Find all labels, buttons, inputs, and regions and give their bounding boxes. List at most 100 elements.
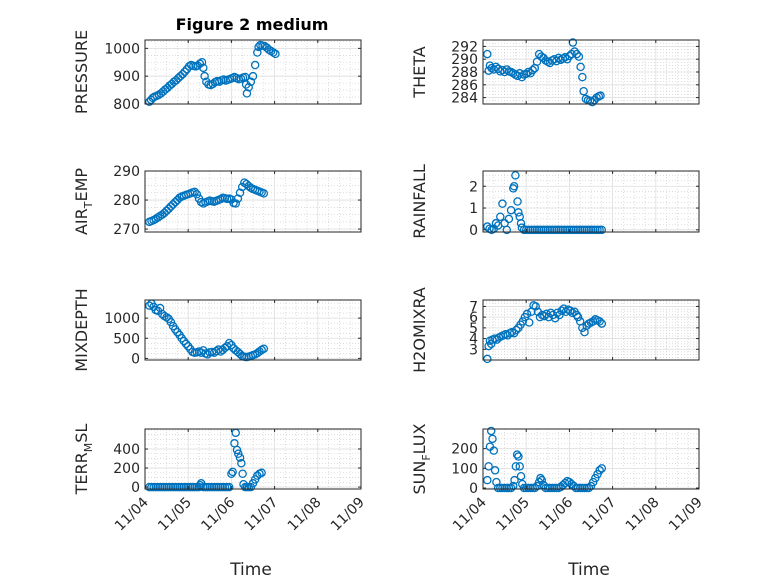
data-point bbox=[483, 475, 492, 485]
data-point bbox=[528, 65, 537, 75]
data-point bbox=[231, 199, 240, 208]
data-point bbox=[504, 214, 514, 224]
subplot-pressure: 800 900 1000 PRESSURE bbox=[72, 30, 362, 114]
y-axis-label: H2OMIXRA bbox=[410, 287, 429, 373]
data-point bbox=[566, 306, 575, 315]
data-point bbox=[524, 318, 534, 327]
y-tick-label: 280 bbox=[113, 193, 140, 209]
data-point bbox=[259, 344, 269, 353]
data-point bbox=[573, 312, 583, 322]
data-point bbox=[578, 323, 587, 333]
axes-box bbox=[144, 299, 362, 361]
y-tick-label: 0 bbox=[469, 481, 478, 497]
data-point bbox=[253, 471, 262, 480]
x-tick-label: 11/06 bbox=[536, 494, 576, 534]
data-point bbox=[266, 46, 276, 56]
data-point bbox=[506, 483, 516, 493]
y-axis-label: SUNFLUX bbox=[410, 423, 433, 494]
data-point bbox=[537, 475, 547, 485]
data-point bbox=[241, 80, 251, 89]
data-point bbox=[584, 483, 594, 493]
data-point bbox=[483, 49, 492, 59]
data-point bbox=[576, 62, 585, 72]
y-axis-label: AIRTEMP bbox=[72, 168, 95, 235]
data-point bbox=[489, 446, 499, 455]
data-point bbox=[511, 462, 521, 471]
y-axis-label: TERRMSL bbox=[72, 424, 95, 496]
data-point bbox=[532, 57, 542, 67]
x-tick-label: 11/09 bbox=[666, 495, 706, 535]
data-point bbox=[509, 181, 519, 191]
data-point bbox=[162, 313, 171, 322]
data-point bbox=[244, 83, 253, 92]
axes-box bbox=[144, 170, 362, 233]
data-point bbox=[196, 197, 206, 207]
y-axis-label: PRESSURE bbox=[72, 30, 91, 114]
data-point bbox=[145, 301, 154, 310]
data-point bbox=[502, 225, 512, 235]
data-point bbox=[597, 464, 607, 473]
data-point bbox=[540, 311, 549, 321]
data-point bbox=[521, 69, 531, 79]
data-point bbox=[250, 60, 260, 70]
data-point bbox=[164, 204, 174, 214]
data-point bbox=[246, 77, 256, 86]
x-tick-label: 11/06 bbox=[198, 494, 238, 534]
data-point bbox=[235, 453, 245, 462]
data-point bbox=[224, 482, 234, 492]
y-axis-label: MIXDEPTH bbox=[72, 288, 91, 371]
data-point bbox=[238, 469, 247, 479]
subplot-sun: 0 100 200 SUNFLUX 11/04 11/05 11/06 11/07 11/08 1… bbox=[410, 423, 706, 580]
data-point bbox=[588, 97, 597, 107]
data-point bbox=[257, 468, 266, 478]
y-axis-label: THETA bbox=[410, 46, 429, 98]
data-point bbox=[486, 426, 496, 436]
data-point bbox=[496, 212, 505, 221]
y-tick-label: 284 bbox=[451, 91, 478, 107]
data-point bbox=[200, 71, 209, 81]
y-tick-label: 200 bbox=[451, 442, 478, 458]
data-point bbox=[535, 312, 545, 322]
y-tick-label: 290 bbox=[113, 164, 140, 180]
data-point bbox=[248, 71, 258, 81]
data-point bbox=[578, 72, 587, 82]
subplot-rainfall: 0 1 2 RAINFALL bbox=[410, 164, 700, 239]
data-point bbox=[178, 69, 187, 79]
x-tick-label: 11/04 bbox=[450, 494, 490, 534]
data-point bbox=[536, 473, 545, 483]
data-point bbox=[232, 445, 242, 455]
data-point bbox=[512, 325, 521, 335]
x-tick-label: 11/05 bbox=[493, 495, 533, 535]
data-point bbox=[596, 91, 605, 100]
data-point bbox=[514, 208, 523, 217]
data-point bbox=[515, 462, 524, 471]
x-tick-label: 11/07 bbox=[242, 495, 282, 535]
data-point bbox=[264, 45, 274, 54]
y-tick-label: 500 bbox=[113, 331, 140, 347]
y-tick-label: 0 bbox=[469, 223, 478, 239]
data-point bbox=[255, 347, 264, 356]
data-point bbox=[588, 317, 598, 326]
data-point bbox=[180, 67, 189, 76]
axes-box bbox=[144, 39, 362, 105]
y-tick-label: 100 bbox=[451, 461, 478, 477]
data-point bbox=[546, 308, 556, 318]
x-tick-label: 11/04 bbox=[112, 494, 152, 534]
data-point bbox=[259, 189, 269, 198]
axes-box bbox=[482, 299, 700, 361]
data-point bbox=[553, 308, 562, 318]
data-point bbox=[235, 349, 245, 359]
y-tick-label: 288 bbox=[451, 65, 478, 81]
axes-box bbox=[144, 428, 362, 490]
data-point bbox=[166, 202, 176, 211]
data-point bbox=[491, 62, 501, 72]
data-point bbox=[235, 188, 245, 198]
data-point bbox=[554, 53, 563, 63]
y-tick-label: 2 bbox=[469, 179, 478, 195]
data-point bbox=[176, 71, 185, 81]
data-point bbox=[491, 219, 501, 228]
y-tick-label: 5 bbox=[469, 321, 478, 337]
